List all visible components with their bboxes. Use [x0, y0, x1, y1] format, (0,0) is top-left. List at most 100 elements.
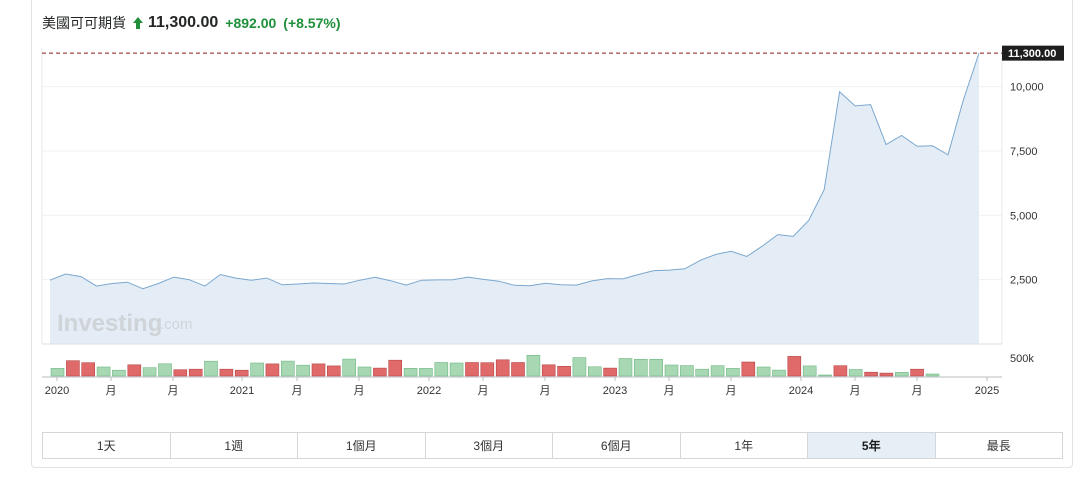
current-price-tag — [1002, 45, 1064, 61]
range-1d-button[interactable]: 1天 — [43, 433, 171, 458]
volume-bar — [173, 369, 188, 377]
x-tick-label: 月 — [354, 385, 365, 397]
x-tick-label: 月 — [540, 385, 551, 397]
volume-bar — [449, 362, 464, 377]
y-tick-label: 5,000 — [1010, 210, 1038, 222]
volume-bar — [680, 365, 694, 377]
x-tick-label: 2021 — [230, 385, 254, 397]
volume-bar — [710, 365, 725, 377]
price-line — [49, 52, 980, 290]
chart-grid — [41, 48, 1003, 344]
volume-bar — [81, 362, 95, 377]
investing-watermark-suffix: .com — [160, 316, 193, 333]
volume-bar — [649, 358, 664, 377]
range-3m-button[interactable]: 3個月 — [425, 433, 553, 458]
y-tick-label: 2,500 — [1010, 275, 1038, 287]
volume-bar — [388, 359, 403, 377]
x-tick-label: 月 — [106, 385, 117, 397]
volume-bar — [188, 368, 203, 377]
volume-axis-label: 500k — [1010, 353, 1034, 365]
x-tick-label: 2024 — [789, 385, 813, 397]
volume-bar — [465, 362, 479, 377]
range-6m-button[interactable]: 6個月 — [553, 433, 681, 458]
time-range-selector: 1天 1週 1個月 3個月 6個月 1年 5年 最長 — [42, 432, 1063, 459]
instrument-name: 美國可可期貨 — [42, 15, 126, 31]
volume-bars — [50, 354, 940, 377]
volume-bar — [142, 367, 157, 377]
volume-bar — [726, 368, 740, 377]
volume-bar — [741, 361, 756, 377]
x-tick-label: 月 — [664, 385, 675, 397]
x-tick-label: 2025 — [975, 385, 999, 397]
volume-bar — [403, 367, 418, 377]
volume-bar — [66, 360, 80, 377]
volume-bar — [772, 369, 786, 377]
y-tick-label: 10,000 — [1010, 82, 1044, 94]
volume-bar — [326, 365, 341, 377]
volume-bar — [280, 360, 295, 377]
volume-bar — [419, 368, 433, 377]
range-5y-button[interactable]: 5年 — [808, 433, 936, 458]
investing-watermark: Investing — [57, 310, 162, 337]
x-tick-label: 月 — [850, 385, 861, 397]
volume-bar — [219, 368, 234, 377]
range-1y-button[interactable]: 1年 — [680, 433, 808, 458]
volume-bar — [618, 358, 633, 377]
x-tick-label: 月 — [168, 385, 179, 397]
x-tick-label: 月 — [478, 385, 489, 397]
price-chart[interactable]: Investing .com 11,300.00 2,500 5,000 7,500… — [0, 0, 1074, 430]
volume-bar — [250, 362, 264, 377]
x-tick-label: 2023 — [603, 385, 627, 397]
volume-bar — [925, 373, 940, 377]
volume-bar — [96, 366, 111, 377]
current-price-label: 11,300.00 — [1008, 48, 1056, 60]
volume-bar — [572, 357, 587, 377]
volume-bar — [204, 360, 218, 377]
price-change: +892.00 — [225, 15, 277, 31]
volume-bar — [557, 365, 571, 377]
volume-bar — [695, 368, 710, 377]
volume-bar — [848, 369, 863, 377]
volume-bar — [864, 371, 878, 377]
range-max-button[interactable]: 最長 — [935, 433, 1062, 458]
volume-bar — [296, 364, 310, 377]
volume-bar — [910, 368, 924, 377]
x-tick-label: 2020 — [45, 385, 69, 397]
range-1w-button[interactable]: 1週 — [170, 433, 298, 458]
volume-bar — [603, 367, 617, 377]
volume-bar — [787, 356, 802, 377]
volume-bar — [587, 366, 602, 377]
volume-bar — [112, 369, 126, 377]
volume-bar — [434, 362, 449, 377]
volume-bar — [818, 374, 832, 377]
volume-bar — [265, 363, 280, 377]
x-axis: 2020 月 月 2021 月 月 2022 月 月 2023 月 月 2024 月 月 2025 — [45, 377, 999, 397]
volume-bar — [495, 359, 510, 377]
x-tick-label: 月 — [912, 385, 923, 397]
chart-card — [31, 0, 1073, 468]
y-tick-label: 7,500 — [1010, 146, 1038, 158]
volume-bar — [234, 369, 249, 377]
volume-bar — [802, 365, 817, 377]
last-price: 11,300.00 — [148, 14, 219, 31]
range-1m-button[interactable]: 1個月 — [298, 433, 426, 458]
volume-bar — [526, 354, 541, 377]
x-tick-label: 2022 — [417, 385, 441, 397]
volume-bar — [511, 362, 525, 377]
price-area — [50, 53, 979, 344]
y-axis: 2,500 5,000 7,500 10,000 — [1010, 82, 1044, 287]
volume-bar — [311, 363, 326, 377]
volume-bar — [480, 362, 495, 377]
x-tick-label: 月 — [292, 385, 303, 397]
volume-bar — [342, 358, 357, 377]
price-change-percent: (+8.57%) — [283, 15, 341, 31]
volume-bar — [373, 367, 387, 377]
volume-bar — [879, 372, 894, 377]
volume-bar — [158, 363, 172, 377]
volume-bar — [357, 366, 372, 377]
volume-bar — [541, 364, 556, 377]
volume-bar — [127, 364, 142, 377]
x-tick-label: 月 — [726, 385, 737, 397]
price-header: 美國可可期貨 11,300.00 +892.00 (+8.57%) — [42, 12, 341, 34]
volume-bar — [833, 365, 848, 377]
